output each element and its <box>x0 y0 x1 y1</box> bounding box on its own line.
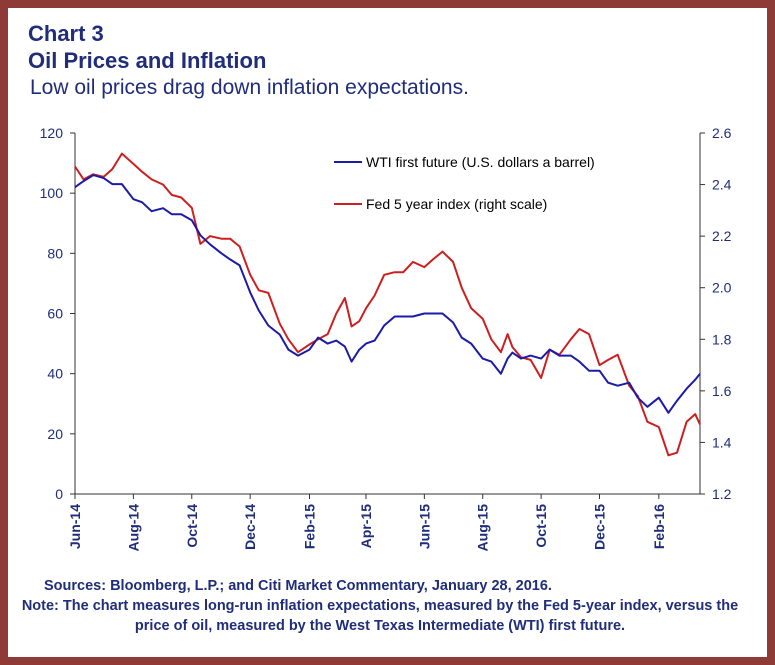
x-tick-label: Feb-16 <box>651 504 667 549</box>
right-tick-label: 1.8 <box>712 331 732 347</box>
left-tick-label: 80 <box>47 245 63 261</box>
chart-number: Chart 3 <box>28 21 104 46</box>
chart-footer: Sources: Bloomberg, L.P.; and Citi Marke… <box>10 576 750 636</box>
chart-title: Oil Prices and Inflation <box>28 48 267 73</box>
right-tick-label: 2.6 <box>712 125 732 141</box>
wti-series-line <box>74 174 701 414</box>
right-tick-label: 1.4 <box>712 434 732 450</box>
chart-frame <box>8 8 767 657</box>
left-tick-label: 0 <box>55 486 63 502</box>
x-tick-label: Jun-14 <box>67 504 83 549</box>
legend-wti-label: WTI first future (U.S. dollars a barrel) <box>366 154 595 170</box>
left-tick-label: 40 <box>47 366 63 382</box>
x-tick-label: Dec-15 <box>592 504 608 550</box>
right-tick-label: 2.2 <box>712 228 732 244</box>
left-tick-label: 60 <box>47 306 63 322</box>
fed-series-line <box>74 152 701 457</box>
x-tick-label: Oct-14 <box>184 504 200 548</box>
legend-fed-label: Fed 5 year index (right scale) <box>366 196 547 212</box>
right-tick-label: 2.4 <box>712 177 732 193</box>
right-tick-label: 2.0 <box>712 280 732 296</box>
x-tick-label: Dec-14 <box>242 504 258 550</box>
chart-subtitle: Low oil prices drag down inflation expec… <box>30 76 469 99</box>
right-tick-label: 1.2 <box>712 486 732 502</box>
left-tick-label: 120 <box>40 125 64 141</box>
x-tick-label: Feb-15 <box>301 504 317 549</box>
x-tick-label: Jun-15 <box>416 504 432 549</box>
x-tick-label: Apr-15 <box>358 504 374 549</box>
x-tick-label: Oct-15 <box>533 504 549 548</box>
left-tick-label: 100 <box>40 185 64 201</box>
chart-heading: Chart 3 Oil Prices and Inflation <box>28 20 266 74</box>
series-layer <box>74 152 701 457</box>
methodology-note: Note: The chart measures long-run inflat… <box>21 598 739 634</box>
x-tick-label: Aug-15 <box>475 504 491 552</box>
right-tick-label: 1.6 <box>712 383 732 399</box>
source-note: Sources: Bloomberg, L.P.; and Citi Marke… <box>44 578 552 594</box>
chart-axes: 0 20 40 60 80 100 120 1.2 1.4 1.6 1.8 2.0 2.2 2.4 2.6 J… <box>40 125 732 551</box>
x-tick-label: Aug-14 <box>125 504 141 552</box>
chart-legend: WTI first future (U.S. dollars a barrel)… <box>334 154 595 212</box>
left-tick-label: 20 <box>47 426 63 442</box>
